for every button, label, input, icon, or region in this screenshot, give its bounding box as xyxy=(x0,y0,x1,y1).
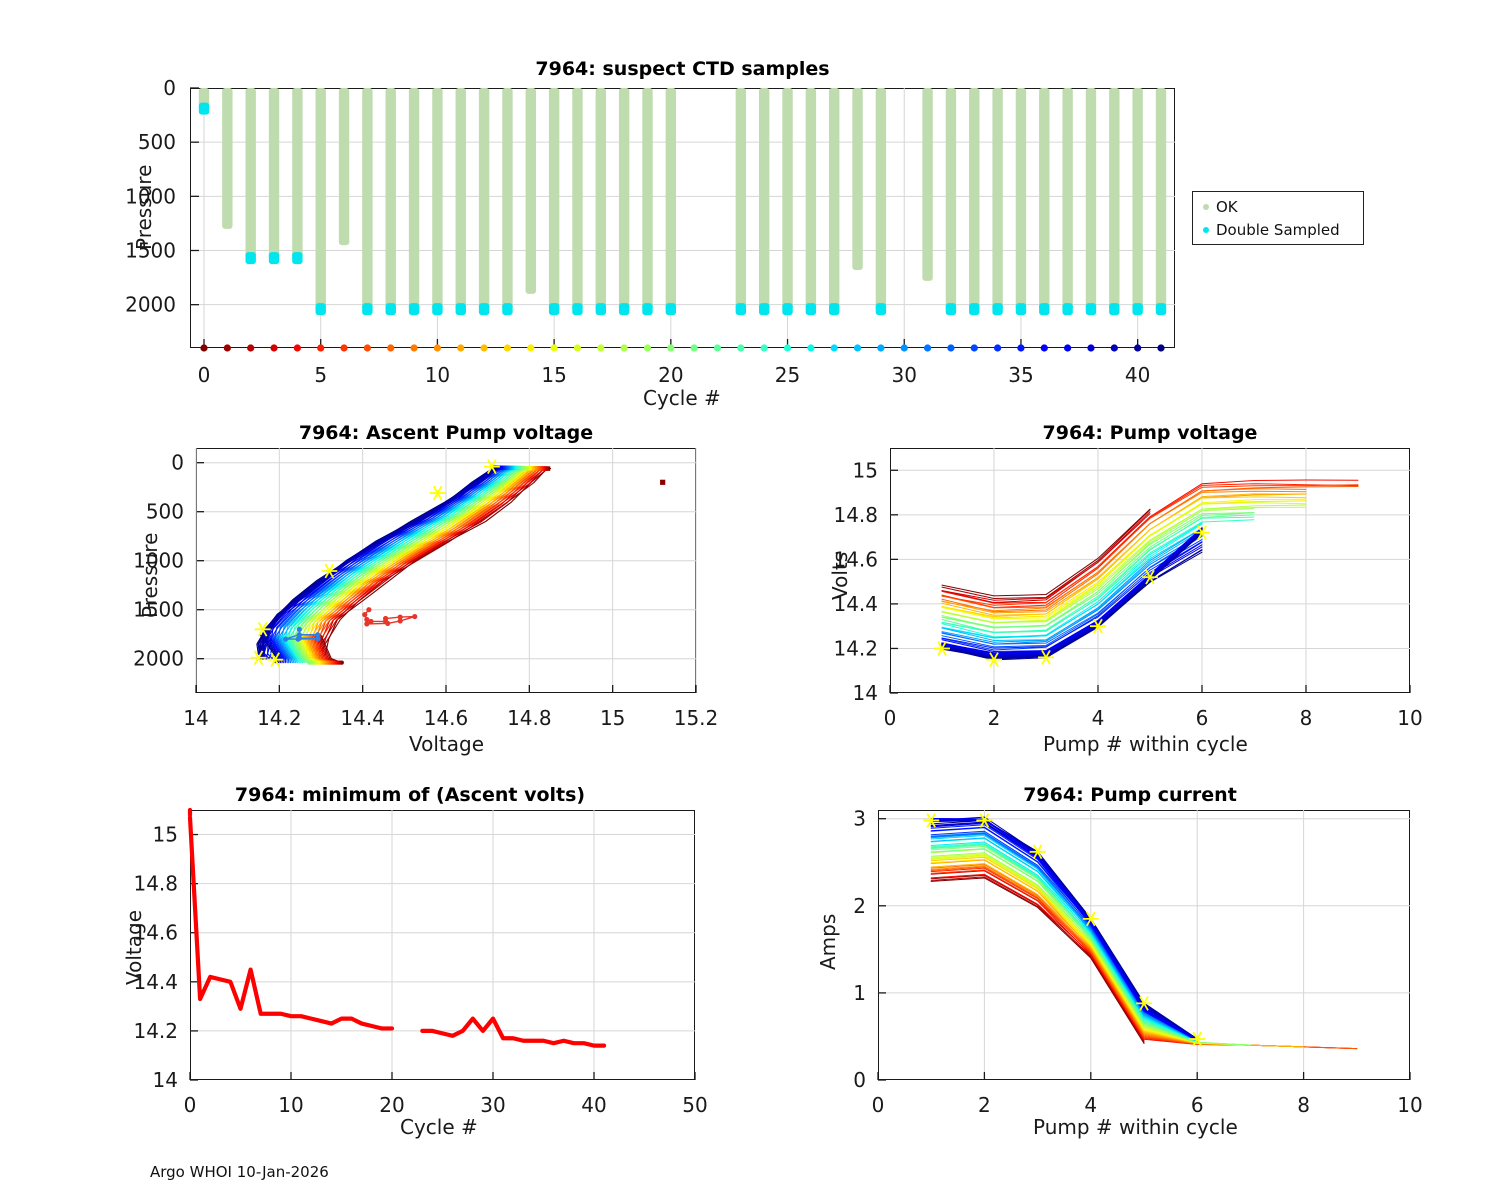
svg-text:1000: 1000 xyxy=(133,549,184,573)
ascent-pump-voltage-canvas: 0 500 1000 1500 2000 14 14.2 14.4 14.6 14.8 15 15.2 xyxy=(133,448,719,730)
axis-label-pressure-2: Pressure xyxy=(138,532,162,618)
svg-text:25: 25 xyxy=(775,363,800,387)
svg-text:0: 0 xyxy=(884,706,897,730)
legend-suspect-ctd xyxy=(1192,191,1364,245)
legend-marker-double-sampled xyxy=(1203,227,1209,233)
svg-text:40: 40 xyxy=(581,1093,606,1117)
legend-marker-ok xyxy=(1203,204,1209,210)
svg-text:10: 10 xyxy=(425,363,450,387)
svg-text:14.2: 14.2 xyxy=(257,706,302,730)
svg-text:14.8: 14.8 xyxy=(133,872,178,896)
legend-label-double-sampled: Double Sampled xyxy=(1216,221,1340,239)
svg-text:10: 10 xyxy=(1397,706,1422,730)
svg-text:1500: 1500 xyxy=(133,598,184,622)
panel-title-min-ascent-volts: 7964: minimum of (Ascent volts) xyxy=(234,784,586,806)
svg-text:0: 0 xyxy=(184,1093,197,1117)
axis-label-pumpnum-2: Pump # within cycle xyxy=(1033,1115,1238,1139)
svg-text:14.2: 14.2 xyxy=(833,636,878,660)
pump-voltage-canvas: 14 14.2 14.4 14.6 14.8 15 0 2 4 6 8 10 xyxy=(833,448,1423,730)
svg-text:14: 14 xyxy=(183,706,208,730)
pump-current-canvas: 0 1 2 3 0 2 4 6 8 10 xyxy=(853,807,1422,1117)
svg-text:0: 0 xyxy=(872,1093,885,1117)
svg-text:2: 2 xyxy=(978,1093,991,1117)
svg-text:1500: 1500 xyxy=(125,239,176,263)
suspect-ctd-canvas: 0 500 1000 1500 2000 0 5 10 15 20 25 30 35 40 xyxy=(125,76,1175,387)
svg-text:2: 2 xyxy=(988,706,1001,730)
axis-label-pumpnum-1: Pump # within cycle xyxy=(1043,732,1248,756)
svg-text:15: 15 xyxy=(600,706,625,730)
svg-text:6: 6 xyxy=(1191,1093,1204,1117)
panel-suspect-ctd: 7964: suspect CTD samples 0 500 1000 1500 20… xyxy=(0,0,1500,410)
svg-text:5: 5 xyxy=(314,363,327,387)
axis-label-cycle-4: Cycle # xyxy=(400,1115,478,1139)
svg-text:14.4: 14.4 xyxy=(340,706,385,730)
svg-text:14.6: 14.6 xyxy=(133,921,178,945)
axis-label-pressure-1: Pressure xyxy=(132,164,156,250)
panel-ascent-pump-voltage: 7964: Ascent Pump voltage 0 500 1000 1500 20… xyxy=(0,400,750,770)
footer-credit: Argo WHOI 10-Jan-2026 xyxy=(150,1163,329,1181)
svg-text:1: 1 xyxy=(853,981,866,1005)
svg-text:14.6: 14.6 xyxy=(424,706,469,730)
svg-text:35: 35 xyxy=(1008,363,1033,387)
panel-pump-voltage: 7964: Pump voltage 14 14.2 14.4 14.6 14.8 15 0… xyxy=(750,400,1500,770)
svg-text:1000: 1000 xyxy=(125,184,176,208)
panel-title-pump-current: 7964: Pump current xyxy=(1023,784,1237,806)
svg-text:50: 50 xyxy=(682,1093,707,1117)
svg-text:0: 0 xyxy=(171,451,184,475)
svg-text:20: 20 xyxy=(658,363,683,387)
axes-pump-current xyxy=(878,810,1410,1080)
svg-text:14.4: 14.4 xyxy=(833,592,878,616)
svg-text:14.4: 14.4 xyxy=(133,970,178,994)
axes-pump-voltage xyxy=(890,448,1410,693)
axes-min-ascent-volts xyxy=(190,810,695,1080)
svg-text:14: 14 xyxy=(153,1068,178,1092)
axes-suspect-ctd xyxy=(190,88,1175,348)
svg-text:14: 14 xyxy=(853,681,878,705)
svg-text:6: 6 xyxy=(1196,706,1209,730)
panel-pump-current: 7964: Pump current 0 1 2 3 0 2 4 6 8 10 Amps Pump… xyxy=(750,770,1500,1170)
svg-text:500: 500 xyxy=(138,130,176,154)
svg-text:14.8: 14.8 xyxy=(507,706,552,730)
axis-label-cycle-1: Cycle # xyxy=(643,386,721,410)
svg-text:2: 2 xyxy=(853,894,866,918)
legend-label-ok: OK xyxy=(1216,198,1238,216)
svg-text:0: 0 xyxy=(198,363,211,387)
svg-text:3: 3 xyxy=(853,807,866,831)
svg-text:14.6: 14.6 xyxy=(833,547,878,571)
svg-text:8: 8 xyxy=(1297,1093,1310,1117)
svg-text:40: 40 xyxy=(1125,363,1150,387)
axis-label-amps: Amps xyxy=(816,913,840,970)
svg-text:14.2: 14.2 xyxy=(133,1019,178,1043)
svg-text:4: 4 xyxy=(1084,1093,1097,1117)
svg-text:20: 20 xyxy=(379,1093,404,1117)
svg-text:2000: 2000 xyxy=(125,293,176,317)
svg-text:2000: 2000 xyxy=(133,647,184,671)
axis-label-voltage-4: Voltage xyxy=(122,909,146,985)
svg-text:500: 500 xyxy=(146,500,184,524)
min-ascent-volts-canvas: 14 14.2 14.4 14.6 14.8 15 0 10 20 30 40 50 xyxy=(133,807,708,1117)
svg-text:30: 30 xyxy=(480,1093,505,1117)
panel-title-suspect-ctd: 7964: suspect CTD samples xyxy=(535,58,830,80)
svg-text:14.8: 14.8 xyxy=(833,503,878,527)
svg-text:10: 10 xyxy=(1397,1093,1422,1117)
svg-text:15: 15 xyxy=(541,363,566,387)
svg-text:10: 10 xyxy=(278,1093,303,1117)
svg-text:4: 4 xyxy=(1092,706,1105,730)
svg-text:15.2: 15.2 xyxy=(674,706,719,730)
svg-text:0: 0 xyxy=(163,76,176,100)
svg-text:15: 15 xyxy=(853,458,878,482)
axis-label-voltage-2: Voltage xyxy=(409,732,485,756)
svg-text:30: 30 xyxy=(892,363,917,387)
svg-text:0: 0 xyxy=(853,1068,866,1092)
axis-label-volts: Volts xyxy=(828,551,852,600)
svg-text:15: 15 xyxy=(153,823,178,847)
panel-title-ascent-pump-voltage: 7964: Ascent Pump voltage xyxy=(298,422,594,444)
panel-title-pump-voltage: 7964: Pump voltage xyxy=(1042,422,1258,444)
panel-min-ascent-volts: 7964: minimum of (Ascent volts) 14 14.2 14… xyxy=(0,770,750,1170)
svg-text:8: 8 xyxy=(1300,706,1313,730)
